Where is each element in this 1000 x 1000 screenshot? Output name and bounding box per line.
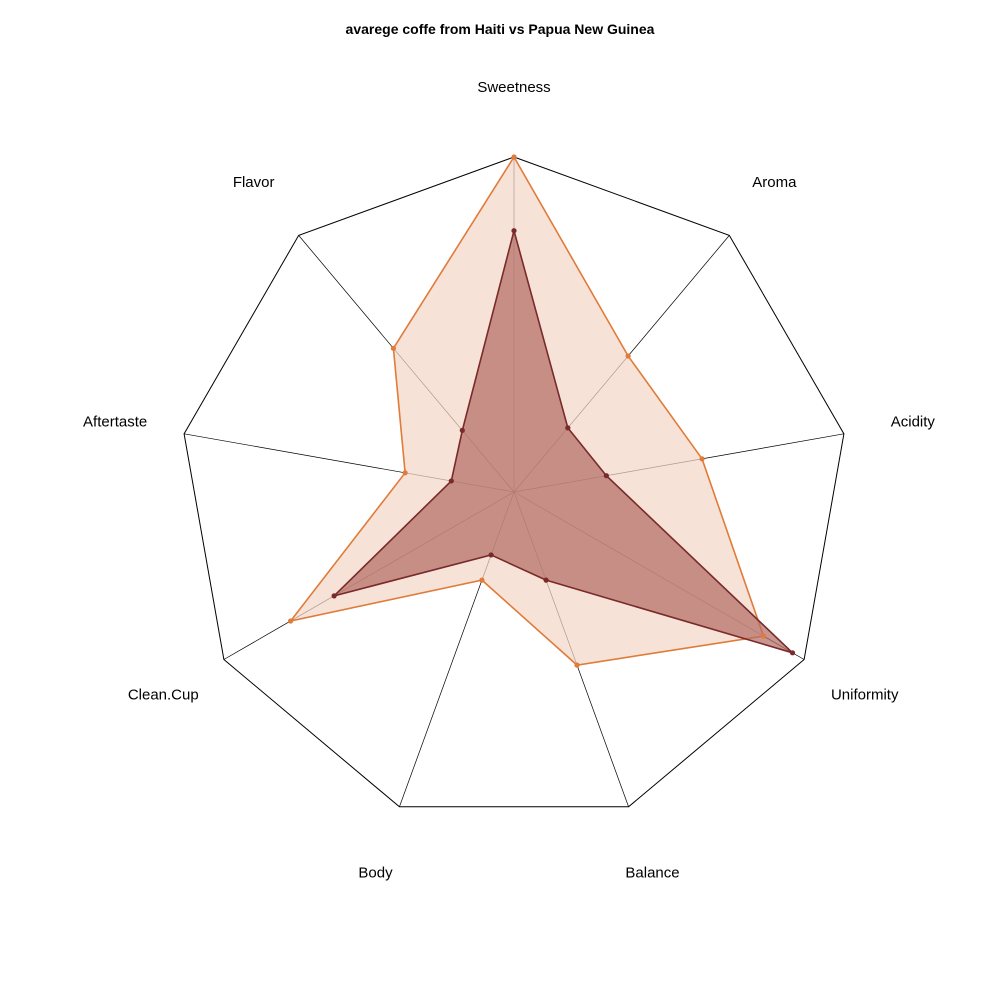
axis-label: Uniformity (831, 687, 899, 704)
axis-label: Flavor (233, 174, 275, 191)
series-layer (288, 154, 796, 668)
series-0-point (288, 618, 294, 624)
series-1-area (331, 227, 794, 654)
series-1-point (565, 425, 571, 431)
axis-label: Balance (625, 865, 679, 882)
axis-label: Body (358, 865, 393, 882)
series-0-point (511, 154, 517, 160)
series-0-point (625, 353, 631, 359)
series-0-point (760, 633, 767, 639)
series-0-point (574, 662, 580, 668)
label-layer: Sweetness Aroma Acidity Uniformity Balance Bo… (83, 79, 935, 882)
series-0-point (699, 456, 705, 462)
series-0-point (402, 470, 408, 476)
series-1-point (789, 650, 796, 656)
series-1-point (511, 228, 517, 234)
series-1-point (459, 427, 465, 434)
axis-label: Aftertaste (83, 414, 147, 431)
axis-label: Acidity (891, 414, 936, 431)
series-1-point (488, 552, 494, 558)
series-0-point (390, 345, 397, 351)
series-0-point (479, 577, 485, 583)
axis-label: Clean.Cup (128, 687, 199, 704)
series-1-point (603, 473, 609, 479)
series-1-point (331, 593, 337, 599)
grid-outer-ring (183, 156, 845, 808)
axis-label: Aroma (752, 174, 797, 191)
series-1-point (543, 577, 549, 583)
axis-label: Sweetness (477, 79, 550, 96)
series-1-point (448, 478, 454, 484)
chart-title: avarege coffe from Haiti vs Papua New Gu… (345, 21, 655, 37)
